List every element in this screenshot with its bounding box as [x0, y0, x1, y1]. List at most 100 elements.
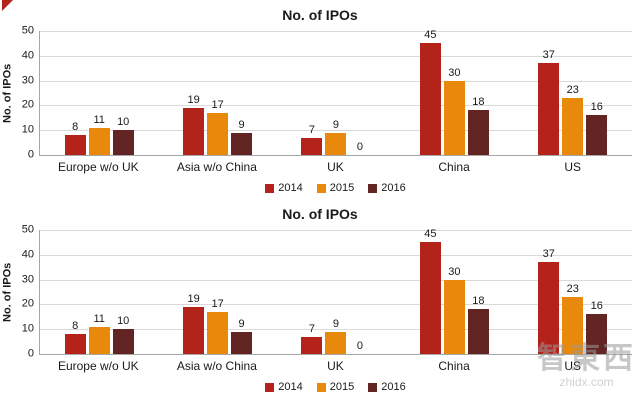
- bar-wrap: 10: [112, 31, 134, 155]
- bar-2016-china: [467, 110, 489, 155]
- corner-mark: [2, 0, 13, 11]
- gridline: [40, 55, 632, 57]
- plot-area: 8 11 10 19 17 9 7 9 0 45 30 18 37 23 16: [39, 30, 632, 156]
- bar-2014-china: [419, 43, 441, 155]
- bar-2015-uk: [325, 132, 347, 155]
- chart-main: No. of IPOs 0 10 20 30 40 50 8 11 10 19 17 9 7 9 0 45 3…: [0, 25, 640, 195]
- bar-2015-asia-w-o-china: [207, 311, 229, 354]
- legend-swatch: [316, 383, 326, 392]
- x-axis-labels: Europe w/o UK Asia w/o China UK China US: [39, 359, 632, 374]
- bar-wrap: 9: [325, 31, 347, 155]
- y-tick-label: 30: [21, 74, 34, 87]
- bar-wrap: 16: [586, 31, 608, 155]
- bar-wrap: 17: [207, 31, 229, 155]
- y-tick-label: 20: [21, 297, 34, 310]
- bar-wrap: 23: [562, 31, 584, 155]
- bar-value-label: 7: [308, 322, 316, 335]
- bar-2016-asia-w-o-china: [231, 331, 253, 354]
- legend-label: 2014: [278, 182, 303, 194]
- gridline: [40, 329, 632, 331]
- y-axis-title: No. of IPOs: [1, 63, 14, 123]
- y-axis-ticks: 0 10 20 30 40 50: [15, 224, 39, 359]
- bar-value-label: 17: [211, 98, 224, 111]
- bar-wrap: 30: [443, 230, 465, 354]
- bar-2014-uk: [301, 137, 323, 155]
- x-axis-category-label: Europe w/o UK: [57, 160, 139, 174]
- bar-wrap: 8: [64, 31, 86, 155]
- bar-2016-europe-w-o-uk: [112, 329, 134, 354]
- bar-value-label: 0: [356, 340, 364, 352]
- bar-value-label: 19: [187, 292, 200, 305]
- bar-value-label: 23: [566, 282, 579, 295]
- bar-value-label: 16: [590, 300, 603, 313]
- bar-2015-europe-w-o-uk: [88, 326, 110, 354]
- legend-item-2016: 2016: [368, 182, 406, 195]
- bar-2014-uk: [301, 336, 323, 354]
- bar-wrap: 17: [207, 230, 229, 354]
- bar-wrap: 9: [231, 230, 253, 354]
- bar-value-label: 11: [93, 113, 105, 126]
- bar-2016-us: [586, 314, 608, 354]
- legend: 2014 2015 2016: [39, 182, 632, 195]
- legend: 2014 2015 2016: [39, 381, 632, 394]
- x-axis-category-label: China: [438, 160, 470, 174]
- bar-value-label: 9: [238, 118, 245, 131]
- bar-wrap: 18: [467, 31, 489, 155]
- y-tick-label: 10: [21, 123, 34, 136]
- gridline: [40, 254, 632, 256]
- plot-column: 8 11 10 19 17 9 7 9 0 45 30 18 37 23 16 Europe w/o UK A…: [39, 229, 632, 394]
- bar-value-label: 16: [590, 101, 603, 114]
- bar-2016-europe-w-o-uk: [112, 130, 134, 155]
- bar-wrap: 45: [419, 229, 441, 354]
- bar-value-label: 8: [72, 121, 79, 134]
- legend-swatch: [265, 184, 275, 193]
- bar-value-label: 11: [93, 312, 105, 325]
- legend-swatch: [265, 383, 275, 392]
- bar-group-asia-w-o-china: 19 17 9: [183, 230, 253, 354]
- bar-value-label: 19: [187, 93, 200, 106]
- gridline: [40, 105, 632, 107]
- bar-2014-us: [538, 63, 560, 155]
- bar-group-asia-w-o-china: 19 17 9: [183, 31, 253, 155]
- y-tick-label: 0: [27, 148, 34, 161]
- bar-wrap: 8: [64, 230, 86, 354]
- bar-wrap: 19: [183, 31, 205, 155]
- bar-wrap: 23: [562, 230, 584, 354]
- x-axis-category-label: Asia w/o China: [176, 160, 257, 174]
- bar-group-us: 37 23 16: [538, 230, 608, 354]
- gridline: [40, 80, 632, 82]
- bar-value-label: 30: [448, 66, 461, 79]
- legend-item-2015: 2015: [316, 182, 354, 195]
- bar-2015-china: [443, 279, 465, 354]
- chart-main: No. of IPOs 0 10 20 30 40 50 8 11 10 19 17 9 7 9 0 45 3…: [0, 224, 640, 394]
- bar-2015-us: [562, 296, 584, 354]
- bar-wrap: 0: [349, 230, 370, 354]
- bar-2015-uk: [325, 331, 347, 354]
- bar-wrap: 11: [88, 31, 110, 155]
- bar-wrap: 9: [231, 31, 253, 155]
- y-axis-ticks: 0 10 20 30 40 50: [15, 25, 39, 160]
- bar-2016-asia-w-o-china: [231, 132, 253, 155]
- bar-2014-china: [419, 242, 441, 354]
- y-tick-label: 40: [21, 248, 34, 261]
- bar-2015-china: [443, 80, 465, 155]
- bar-2016-us: [586, 115, 608, 155]
- bar-wrap: 37: [538, 31, 560, 155]
- bar-wrap: 18: [467, 230, 489, 354]
- bar-group-uk: 7 9 0: [301, 31, 370, 155]
- bar-value-label: 10: [117, 116, 130, 129]
- x-axis-category-label: UK: [327, 359, 344, 373]
- bar-value-label: 37: [542, 49, 555, 62]
- chart-title: No. of IPOs: [282, 206, 358, 222]
- plot-column: 8 11 10 19 17 9 7 9 0 45 30 18 37 23 16 Europe w/o UK A…: [39, 30, 632, 195]
- bar-value-label: 17: [211, 297, 224, 310]
- y-tick-label: 10: [21, 322, 34, 335]
- legend-swatch: [316, 184, 326, 193]
- gridline: [40, 230, 632, 231]
- x-axis-category-label: Europe w/o UK: [57, 359, 139, 373]
- bar-wrap: 10: [112, 230, 134, 354]
- legend-item-2014: 2014: [265, 182, 303, 195]
- bar-value-label: 37: [542, 248, 555, 261]
- y-tick-label: 0: [27, 347, 34, 360]
